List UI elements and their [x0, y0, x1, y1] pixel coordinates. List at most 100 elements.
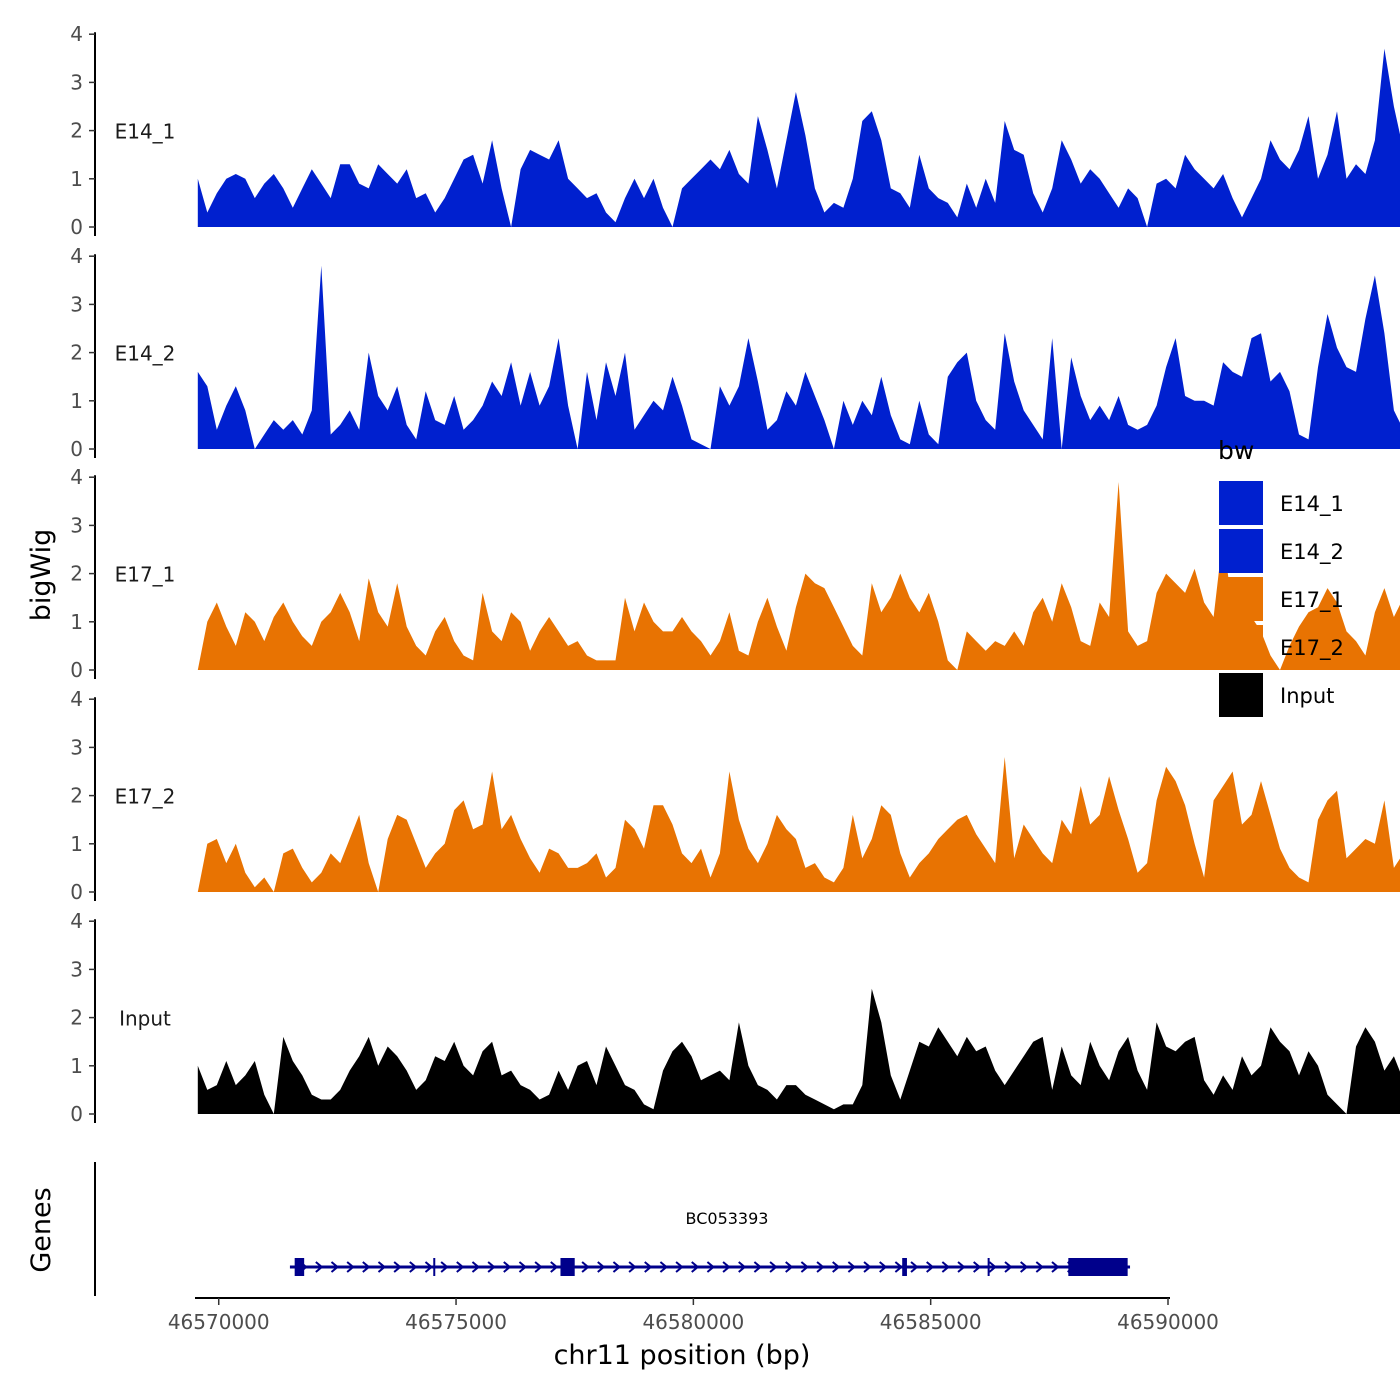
strand-arrow-icon — [785, 1261, 794, 1273]
track-label-E14_2: E14_2 — [115, 342, 176, 366]
legend: bw E14_1 E14_2 E17_1 E17_2 Input — [1218, 436, 1344, 717]
legend-label-E14_1: E14_1 — [1280, 492, 1344, 517]
strand-arrow-icon — [753, 1261, 762, 1273]
y-axis-title: bigWig — [26, 529, 57, 622]
y-tick-label-E14_2-3: 3 — [70, 292, 83, 316]
strand-arrow-icon — [1051, 1261, 1060, 1273]
strand-arrow-icon — [769, 1261, 778, 1273]
gene-exon-3 — [560, 1258, 575, 1276]
gene-exon-5 — [987, 1258, 990, 1276]
strand-arrow-icon — [315, 1261, 324, 1273]
track-label-E14_1: E14_1 — [115, 120, 176, 144]
y-tick-label-E14_1-3: 3 — [70, 70, 83, 94]
strand-arrow-icon — [926, 1261, 935, 1273]
strand-arrow-icon — [659, 1261, 668, 1273]
strand-arrow-icon — [1035, 1261, 1044, 1273]
y-tick-label-E14_2-4: 4 — [70, 244, 83, 268]
track-E14_2: 0 1 2 3 4 — [70, 244, 1400, 461]
strand-arrow-icon — [330, 1261, 340, 1273]
y-tick-label-E17_1-3: 3 — [70, 513, 83, 537]
y-tick-label-E17_2-2: 2 — [70, 784, 83, 808]
strand-arrow-icon — [800, 1261, 809, 1273]
strand-arrow-icon — [393, 1261, 402, 1273]
y-tick-label-E17_2-0: 0 — [70, 880, 83, 904]
track-labels: E14_1 E14_2 E17_1 E17_2 Input — [115, 120, 176, 1031]
strand-arrow-icon — [409, 1261, 418, 1273]
strand-arrow-icon — [362, 1261, 371, 1273]
legend-swatch-E17_2 — [1219, 625, 1263, 669]
strand-arrow-icon — [1004, 1261, 1013, 1273]
coverage-tracks: 0 1 2 3 4 0 1 2 3 4 0 1 2 3 4 0 1 2 3 4 0 1 2 3 4 — [70, 22, 1400, 1126]
strand-arrow-icon — [581, 1261, 590, 1273]
y-tick-label-E14_1-0: 0 — [70, 215, 83, 239]
legend-swatch-Input — [1219, 673, 1263, 717]
track-label-E17_1: E17_1 — [115, 563, 176, 587]
y-tick-label-E17_1-0: 0 — [70, 658, 83, 682]
x-axis: 46570000 46575000 46580000 46585000 46590000 — [168, 1297, 1219, 1334]
strand-arrow-icon — [832, 1261, 841, 1273]
strand-arrow-icon — [377, 1261, 387, 1273]
y-tick-label-E14_1-4: 4 — [70, 22, 83, 46]
gene-exon-6 — [1068, 1258, 1128, 1276]
strand-arrow-icon — [471, 1261, 481, 1273]
strand-arrow-icon — [1020, 1261, 1029, 1273]
gene-structure — [289, 1258, 1131, 1276]
coverage-area-E17_1 — [197, 482, 1400, 670]
y-tick-label-Input-0: 0 — [70, 1102, 83, 1126]
y-tick-label-E14_1-1: 1 — [70, 167, 83, 191]
y-tick-label-E14_2-2: 2 — [70, 341, 83, 365]
y-tick-label-E14_2-0: 0 — [70, 437, 83, 461]
strand-arrow-icon — [675, 1261, 684, 1273]
track-label-Input: Input — [119, 1007, 171, 1031]
strand-arrow-icon — [612, 1261, 621, 1273]
x-axis-title: chr11 position (bp) — [554, 1340, 811, 1371]
strand-arrow-icon — [738, 1261, 747, 1273]
y-tick-label-Input-4: 4 — [70, 909, 83, 933]
y-tick-label-Input-2: 2 — [70, 1006, 83, 1030]
strand-arrow-icon — [597, 1261, 606, 1273]
y-tick-label-E17_2-1: 1 — [70, 832, 83, 856]
gene-exon-2 — [433, 1258, 436, 1276]
gene-exon-4 — [902, 1258, 907, 1276]
coverage-area-E14_2 — [197, 265, 1400, 449]
strand-arrow-icon — [957, 1261, 966, 1273]
strand-arrow-icon — [534, 1261, 543, 1273]
gene-name-label: BC053393 — [686, 1209, 769, 1228]
strand-arrow-icon — [424, 1261, 434, 1273]
track-E17_1: 0 1 2 3 4 — [70, 465, 1400, 682]
y-tick-label-E17_1-4: 4 — [70, 465, 83, 489]
strand-arrow-icon — [487, 1261, 496, 1273]
legend-title: bw — [1218, 436, 1254, 465]
strand-arrow-icon — [988, 1261, 997, 1273]
strand-arrow-icon — [910, 1261, 919, 1273]
legend-swatch-E14_1 — [1219, 481, 1263, 525]
strand-arrow-icon — [816, 1261, 825, 1273]
y-tick-label-Input-3: 3 — [70, 957, 83, 981]
legend-swatch-E14_2 — [1219, 529, 1263, 573]
x-tick-label-46585000: 46585000 — [880, 1310, 982, 1334]
strand-arrow-icon — [847, 1261, 856, 1273]
strand-arrow-icon — [722, 1261, 731, 1273]
x-tick-label-46580000: 46580000 — [642, 1310, 744, 1334]
strand-arrow-icon — [503, 1261, 512, 1273]
track-label-E17_2: E17_2 — [115, 785, 176, 809]
legend-swatch-E17_1 — [1219, 577, 1263, 621]
strand-arrow-icon — [973, 1261, 982, 1273]
gene-exon-1 — [294, 1258, 305, 1276]
y-tick-label-E17_1-2: 2 — [70, 562, 83, 586]
x-tick-label-46575000: 46575000 — [405, 1310, 507, 1334]
track-Input: 0 1 2 3 4 — [70, 909, 1400, 1126]
legend-label-E17_1: E17_1 — [1280, 588, 1344, 613]
strand-arrow-icon — [863, 1261, 872, 1273]
strand-arrow-icon — [518, 1261, 528, 1273]
strand-arrow-icon — [550, 1261, 559, 1273]
y-tick-label-E17_2-3: 3 — [70, 735, 83, 759]
gene-track-label: Genes — [26, 1187, 57, 1272]
y-tick-label-E14_2-1: 1 — [70, 389, 83, 413]
legend-label-E14_2: E14_2 — [1280, 540, 1344, 565]
legend-label-Input: Input — [1280, 684, 1334, 708]
strand-arrow-icon — [941, 1261, 950, 1273]
strand-arrow-icon — [456, 1261, 465, 1273]
